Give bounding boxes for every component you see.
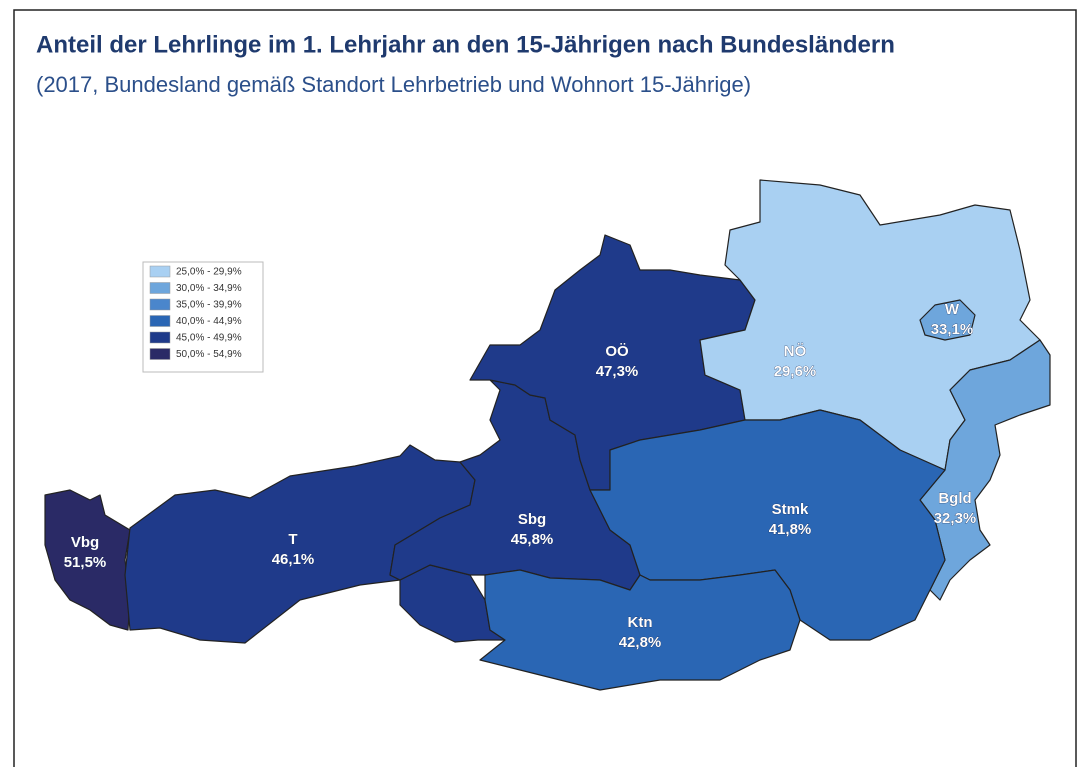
region — [479, 569, 801, 691]
region-name: Vbg — [71, 534, 99, 551]
region-value: 51,5% — [64, 554, 107, 571]
legend-label: 35,0% - 39,9% — [176, 300, 242, 311]
region-value: 47,3% — [596, 363, 639, 380]
legend-label: 40,0% - 44,9% — [176, 316, 242, 327]
region-value: 45,8% — [511, 531, 554, 548]
legend-swatch — [149, 298, 171, 311]
region-value: 32,3% — [934, 510, 977, 527]
legend-swatch — [149, 315, 171, 327]
region-value: 33,1% — [931, 321, 974, 338]
legend-swatch — [149, 331, 171, 344]
region-value: 41,8% — [769, 521, 812, 538]
region — [919, 339, 1051, 601]
region-value: 46,1% — [272, 551, 315, 568]
region-name: NÖ — [784, 343, 807, 360]
legend-swatch — [149, 265, 171, 278]
region-name: Ktn — [628, 614, 653, 631]
region-value: 29,6% — [774, 363, 817, 380]
region — [919, 299, 976, 341]
region-name: Bgld — [938, 490, 971, 507]
legend-swatch — [149, 348, 171, 360]
region-labels: Vbg 51,5% T 46,1% Sbg 45,8% OÖ 47,3% NÖ 29,6% W 33,… — [63, 301, 977, 652]
region-name: T — [288, 531, 297, 548]
legend-swatch — [149, 282, 171, 294]
title: Anteil der Lehrlinge im 1. Lehrjahr an d… — [36, 31, 895, 58]
frame — [13, 9, 1077, 767]
legend-label: 45,0% - 49,9% — [176, 333, 242, 344]
region-value: 42,8% — [619, 634, 662, 651]
legend-label: 30,0% - 34,9% — [176, 283, 242, 294]
region-name: Stmk — [772, 501, 809, 518]
legend-label: 25,0% - 29,9% — [176, 267, 242, 278]
region-name: W — [945, 301, 960, 318]
legend-label: 50,0% - 54,9% — [176, 349, 242, 360]
region — [589, 409, 946, 641]
subtitle: (2017, Bundesland gemäß Standort Lehrbet… — [36, 72, 751, 97]
region-name: OÖ — [605, 343, 629, 360]
legend: 25,0% - 29,9% 30,0% - 34,9% 35,0% - 39,9% 4… — [149, 265, 242, 360]
regions — [44, 179, 1051, 691]
region-name: Sbg — [518, 511, 546, 528]
